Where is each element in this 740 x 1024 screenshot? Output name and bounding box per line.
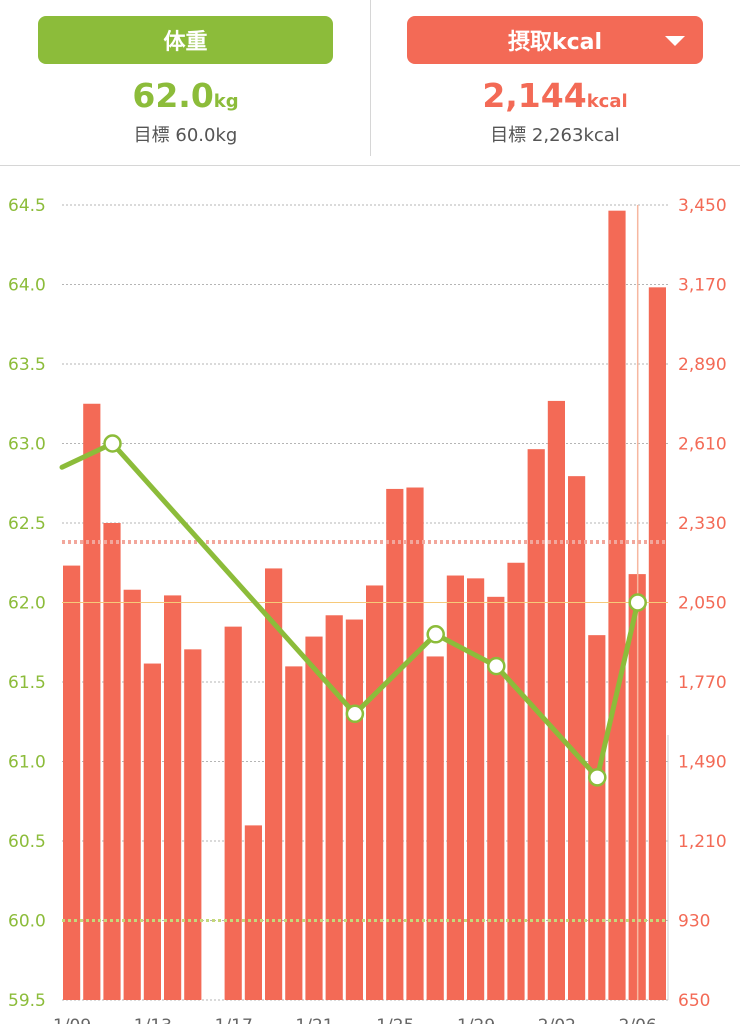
kcal-button-label: 摂取kcal (507, 30, 603, 55)
x-axis-tick-label: 1/25 (376, 1016, 414, 1024)
left-axis-tick-label: 61.0 (8, 753, 46, 773)
chevron-down-icon (665, 36, 685, 46)
weight-point (588, 768, 607, 787)
weight-button-label: 体重 (163, 30, 208, 55)
x-axis-tick-label: 1/09 (53, 1016, 91, 1024)
right-axis-tick-label: 1,210 (678, 832, 727, 852)
right-axis-tick-label: 3,450 (678, 196, 727, 216)
kcal-bar (345, 619, 363, 1000)
left-axis-tick-label: 64.0 (8, 276, 46, 296)
current-kcal-value: 2,144 (482, 76, 587, 115)
kcal-bar (244, 825, 262, 1000)
kcal-bar (184, 649, 202, 1000)
kcal-bar (406, 487, 424, 1001)
kcal-bar (608, 210, 626, 1000)
left-axis-tick-label: 63.0 (8, 435, 46, 455)
kcal-bar (467, 578, 485, 1000)
current-weight: 62.0kg (38, 76, 333, 115)
kcal-bar (648, 287, 666, 1000)
kcal-bar (568, 476, 586, 1000)
header-divider (0, 165, 740, 166)
column-divider (370, 0, 371, 156)
kcal-bar (164, 595, 182, 1000)
weight-toggle-button[interactable]: 体重 (38, 16, 333, 64)
x-axis-tick-label: 1/17 (215, 1016, 253, 1024)
x-axis-tick-label: 2/02 (538, 1016, 576, 1024)
kcal-bar (527, 449, 545, 1000)
summary-header: 体重 62.0kg 目標 60.0kg 摂取kcal 2,144kcal 目標 … (0, 0, 740, 166)
weight-goal: 目標 60.0kg (133, 125, 238, 146)
current-kcal: 2,144kcal (407, 76, 703, 115)
right-axis-tick-label: 2,610 (678, 435, 727, 455)
x-axis-tick-label: 1/29 (457, 1016, 495, 1024)
kcal-bar (547, 400, 565, 1000)
kcal-bar (426, 656, 444, 1000)
kcal-bar (103, 523, 121, 1000)
right-axis-tick-label: 2,890 (678, 355, 727, 375)
kcal-bar (366, 585, 384, 1000)
right-axis-tick-label: 650 (678, 991, 710, 1011)
right-axis-tick-label: 2,050 (678, 594, 727, 614)
left-axis-tick-label: 59.5 (8, 991, 46, 1011)
kcal-bar (386, 488, 404, 1000)
kcal-bar (265, 568, 283, 1000)
left-axis-tick-label: 62.5 (8, 514, 46, 534)
kcal-bar (507, 562, 525, 1000)
left-axis-tick-label: 63.5 (8, 355, 46, 375)
right-axis-tick-label: 1,490 (678, 753, 727, 773)
x-axis-tick-label: 1/13 (134, 1016, 172, 1024)
right-axis-tick-label: 3,170 (678, 276, 727, 296)
kcal-bar (123, 589, 141, 1000)
kcal-bar (588, 635, 606, 1000)
kcal-bar (325, 615, 343, 1000)
x-axis-tick-label: 2/06 (619, 1016, 657, 1024)
weight-point (628, 593, 647, 612)
current-weight-value: 62.0 (132, 76, 214, 115)
weight-point (103, 434, 122, 453)
left-axis-tick-label: 64.5 (8, 196, 46, 216)
left-axis-tick-label: 60.5 (8, 832, 46, 852)
current-weight-unit: kg (213, 91, 239, 112)
right-axis-tick-label: 1,770 (678, 673, 727, 693)
kcal-bar (446, 575, 464, 1000)
left-axis-tick-label: 61.5 (8, 673, 46, 693)
weight-kcal-chart[interactable]: 64.5 64.0 63.5 63.0 62.5 62.0 61.5 61.0 60.5 60.0… (0, 166, 740, 1024)
left-axis-tick-label: 62.0 (8, 594, 46, 614)
weight-point (426, 625, 445, 644)
weight-point (345, 704, 365, 724)
kcal-bar (63, 565, 81, 1000)
right-axis-tick-label: 2,330 (678, 514, 727, 534)
kcal-bar (224, 626, 242, 1000)
kcal-bar (487, 596, 505, 1000)
kcal-bar (285, 666, 303, 1000)
x-axis-tick-label: 1/21 (295, 1016, 333, 1024)
kcal-bar (143, 663, 161, 1000)
weight-point (487, 656, 506, 676)
kcal-dropdown-button[interactable]: 摂取kcal (407, 16, 703, 64)
kcal-bar (305, 636, 323, 1000)
current-kcal-unit: kcal (586, 91, 628, 112)
right-axis-tick-label: 930 (678, 912, 710, 932)
kcal-goal: 目標 2,263kcal (490, 125, 620, 146)
kcal-bar (83, 403, 101, 1000)
left-axis-tick-label: 60.0 (8, 912, 46, 932)
